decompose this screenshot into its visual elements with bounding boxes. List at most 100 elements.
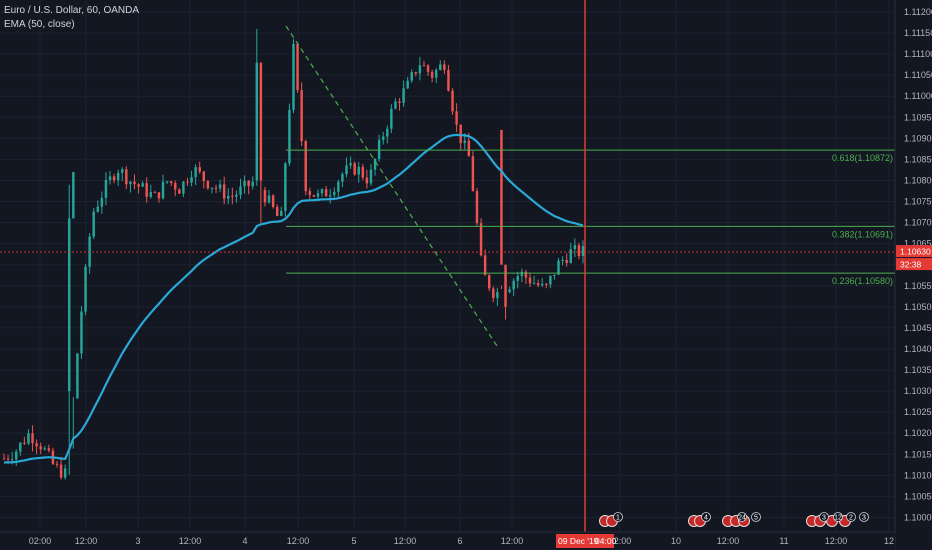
event-badge[interactable] xyxy=(701,512,711,522)
candle-body xyxy=(214,187,218,189)
event-badge[interactable] xyxy=(613,512,623,522)
candle-body xyxy=(76,353,79,399)
candle-body xyxy=(557,260,560,275)
candle-body xyxy=(35,443,38,447)
price-tick-label: 1.11100 xyxy=(904,49,932,59)
event-badge[interactable] xyxy=(751,512,761,522)
event-badge[interactable] xyxy=(833,512,843,522)
candle-body xyxy=(194,167,197,178)
price-tick-label: 1.10300 xyxy=(904,386,932,396)
candle-body xyxy=(68,218,71,392)
candle-body xyxy=(577,245,581,257)
price-tick-label: 1.10500 xyxy=(904,302,932,312)
candle-body xyxy=(430,71,434,78)
candle-body xyxy=(153,192,157,194)
candle-body xyxy=(410,72,413,81)
price-tick-label: 1.10100 xyxy=(904,470,932,480)
candle-body xyxy=(316,193,320,197)
candle-body xyxy=(161,181,165,199)
candle-body xyxy=(418,65,422,74)
candle-body xyxy=(218,184,222,189)
candle-body xyxy=(561,259,564,261)
candle-body xyxy=(121,169,124,173)
event-badge[interactable] xyxy=(737,512,747,522)
candle-body xyxy=(210,187,214,189)
candle-body xyxy=(541,283,544,286)
price-tick-label: 1.10650 xyxy=(904,239,932,249)
candle-body xyxy=(125,169,128,185)
candle-body xyxy=(263,189,267,203)
candle-body xyxy=(275,206,279,216)
candle-body xyxy=(255,62,259,181)
cursor-date-tag xyxy=(556,534,614,548)
price-tick-label: 1.10750 xyxy=(904,197,932,207)
candle-body xyxy=(80,311,83,354)
event-badge-count: 12 xyxy=(834,515,842,522)
price-tick-label: 1.11200 xyxy=(904,7,932,17)
candle-body xyxy=(231,195,234,197)
candle-body xyxy=(112,176,116,181)
candle-body xyxy=(222,184,226,199)
event-badge[interactable] xyxy=(859,512,869,522)
price-tick-label: 1.10400 xyxy=(904,344,932,354)
candle-body xyxy=(300,90,303,142)
ema-line[interactable] xyxy=(3,133,584,464)
trendline[interactable] xyxy=(285,25,500,350)
candle-body xyxy=(365,177,369,184)
candle-body xyxy=(345,165,348,175)
cursor-date-label: 09 Dec '19 xyxy=(558,536,599,546)
event-badge[interactable] xyxy=(819,512,829,522)
candle-body xyxy=(202,171,206,181)
countdown-value: 32:38 xyxy=(900,260,922,270)
candle-body xyxy=(508,289,511,293)
candle-body xyxy=(496,292,499,299)
fib-level-label: 0.382(1.10691) xyxy=(832,229,893,239)
candle-body xyxy=(55,463,59,465)
price-axis[interactable] xyxy=(895,0,932,550)
current-price-value: 1.10630 xyxy=(900,247,931,257)
candle-body xyxy=(459,124,462,144)
event-badge-count: 1 xyxy=(616,515,620,522)
candle-body xyxy=(169,181,173,184)
time-tick-label: 10 xyxy=(671,536,681,546)
time-tick-label: 11 xyxy=(779,536,788,546)
time-tick-label: 3 xyxy=(135,536,140,546)
candle-body xyxy=(467,140,471,157)
candle-body xyxy=(296,43,299,91)
candle-body xyxy=(439,64,442,70)
ema-indicator-label[interactable]: EMA (50, close) xyxy=(4,19,75,30)
price-tick-label: 1.11000 xyxy=(904,91,932,101)
candle-body xyxy=(43,448,46,450)
candle-body xyxy=(267,195,271,203)
time-tick-label: 6 xyxy=(457,536,462,546)
candle-body xyxy=(328,195,332,197)
time-axis[interactable] xyxy=(0,532,895,550)
countdown-tag xyxy=(896,258,932,271)
candle-body xyxy=(116,172,120,181)
price-tick-label: 1.10050 xyxy=(904,491,932,501)
candle-body xyxy=(402,88,405,103)
candle-body xyxy=(337,181,340,192)
symbol-title[interactable]: Euro / U.S. Dollar, 60, OANDA xyxy=(4,5,140,16)
candle-body xyxy=(447,70,450,91)
price-tick-label: 1.10850 xyxy=(904,154,932,164)
price-tick-label: 1.10700 xyxy=(904,218,932,228)
time-tick-label: 12:00 xyxy=(179,536,202,546)
candle-body xyxy=(471,156,475,192)
candle-body xyxy=(239,186,242,195)
candle-body xyxy=(10,459,14,461)
time-tick-label: 4 xyxy=(242,536,247,546)
candle-body xyxy=(353,163,356,175)
cursor-time-label: 04:00 xyxy=(595,536,617,546)
candle-body xyxy=(108,176,112,180)
time-tick-label: 12:00 xyxy=(609,536,632,546)
candle-body xyxy=(386,128,389,137)
fib-level-label: 0.236(1.10580) xyxy=(832,276,893,286)
event-badge[interactable] xyxy=(846,512,856,522)
event-badge-count: 3 xyxy=(862,515,866,522)
event-badge-count: 24 xyxy=(738,515,746,522)
price-tick-label: 1.10450 xyxy=(904,323,932,333)
candle-body xyxy=(129,181,132,185)
